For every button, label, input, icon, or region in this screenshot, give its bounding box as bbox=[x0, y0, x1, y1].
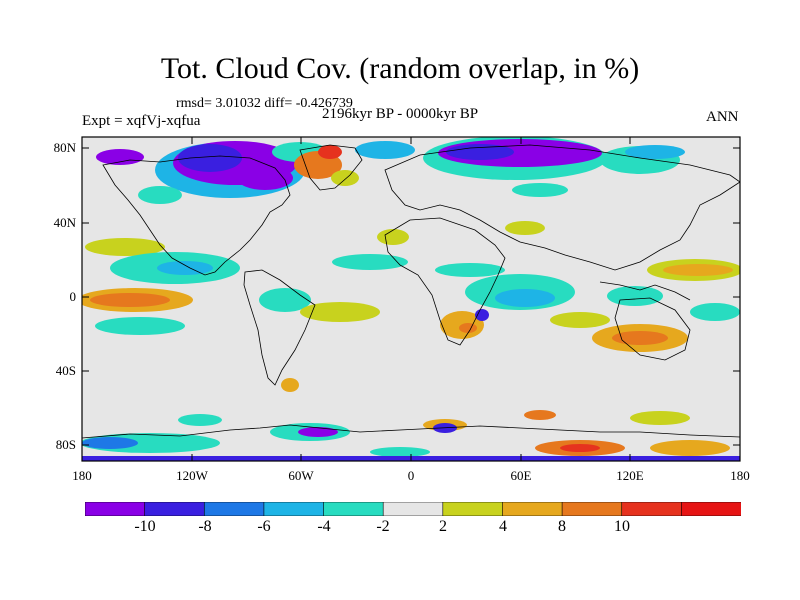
anomaly-patch bbox=[370, 447, 430, 457]
colorbar-swatch bbox=[203, 502, 265, 516]
colorbar-label: -2 bbox=[376, 518, 390, 535]
anomaly-patch bbox=[690, 303, 740, 321]
colorbar-swatch bbox=[263, 502, 325, 516]
anomaly-patch bbox=[331, 170, 359, 186]
colorbar-label: -8 bbox=[198, 518, 212, 535]
anomaly-patch bbox=[95, 317, 185, 335]
anomaly-patch bbox=[178, 414, 222, 426]
anomaly-patch bbox=[281, 378, 299, 392]
anomaly-patch bbox=[625, 145, 685, 159]
anomaly-patch bbox=[157, 261, 213, 275]
colorbar-label: -4 bbox=[317, 518, 331, 535]
colorbar-swatch bbox=[681, 502, 741, 516]
anomaly-patch bbox=[475, 309, 489, 321]
coastlines bbox=[82, 144, 740, 439]
colorbar-label: -10 bbox=[134, 518, 156, 535]
antarctica-coast bbox=[82, 424, 740, 439]
anomaly-patch bbox=[332, 254, 408, 270]
eurasia-coast bbox=[384, 144, 740, 271]
lat-label-0: 0 bbox=[69, 289, 77, 304]
anomaly-patch bbox=[355, 141, 415, 159]
colorbar-label: 10 bbox=[614, 518, 630, 535]
colorbar-swatch bbox=[621, 502, 683, 516]
anomaly-patch bbox=[237, 166, 293, 190]
anomaly-patch bbox=[630, 411, 690, 425]
anomaly-patch bbox=[505, 221, 545, 235]
lat-label-80n: 80N bbox=[53, 140, 76, 155]
africa-coast bbox=[384, 217, 506, 346]
lon-label-180w: 180 bbox=[72, 468, 92, 483]
anomaly-patch bbox=[298, 427, 338, 437]
anomaly-patch bbox=[459, 323, 477, 333]
anomaly-patch bbox=[663, 264, 733, 276]
map-title: Tot. Cloud Cov. (random overlap, in %) bbox=[160, 52, 640, 85]
anomaly-patch bbox=[85, 238, 165, 256]
south-america-coast bbox=[243, 269, 316, 386]
lon-label-60w: 60W bbox=[288, 468, 314, 483]
anomaly-patch bbox=[446, 144, 514, 160]
lon-label-120w: 120W bbox=[176, 468, 208, 483]
anomaly-patch bbox=[495, 289, 555, 307]
anomaly-patch bbox=[96, 149, 144, 165]
lat-label-40n: 40N bbox=[53, 215, 76, 230]
colorbar bbox=[85, 502, 741, 516]
axis-ticks bbox=[81, 137, 741, 461]
colorbar-swatch bbox=[85, 502, 146, 516]
rmsd-diff-stats: rmsd= 3.01032 diff= -0.426739 bbox=[176, 96, 353, 111]
colorbar-swatch bbox=[323, 502, 384, 516]
lon-label-60e: 60E bbox=[510, 468, 532, 483]
colorbar-label: -6 bbox=[257, 518, 271, 535]
colorbar-label: 8 bbox=[558, 518, 566, 535]
anomaly-patch bbox=[318, 145, 342, 159]
colorbar-swatch bbox=[442, 502, 504, 516]
colorbar-label: 4 bbox=[499, 518, 507, 535]
anomaly-patch bbox=[138, 186, 182, 204]
anomaly-patch bbox=[650, 440, 730, 456]
anomaly-patch bbox=[377, 229, 409, 245]
anomaly-patch bbox=[607, 286, 663, 306]
season-label: ANN bbox=[706, 109, 739, 125]
greenland-coast bbox=[299, 144, 363, 191]
anomaly-patch bbox=[550, 312, 610, 328]
anomaly-patch bbox=[82, 437, 138, 449]
colorbar-swatch bbox=[382, 502, 444, 516]
colorbar-swatch bbox=[502, 502, 563, 516]
anomaly-patch bbox=[524, 410, 556, 420]
anomaly-patch bbox=[178, 144, 242, 172]
anomaly-patch bbox=[612, 331, 668, 345]
lon-label-180e: 180 bbox=[730, 468, 750, 483]
north-america-coast bbox=[102, 155, 291, 276]
anomaly-patch bbox=[435, 263, 505, 277]
colorbar-swatch bbox=[561, 502, 623, 516]
experiment-label: Expt = xqfVj-xqfua bbox=[82, 113, 201, 129]
australia-coast bbox=[614, 297, 691, 361]
time-period-label: 2196kyr BP - 0000kyr BP bbox=[322, 106, 479, 122]
anomaly-patch bbox=[259, 288, 311, 312]
indonesia-coast bbox=[599, 281, 691, 301]
colorbar-swatch bbox=[144, 502, 206, 516]
lat-label-40s: 40S bbox=[55, 363, 76, 378]
lon-label-120e: 120E bbox=[616, 468, 644, 483]
lon-label-0: 0 bbox=[407, 468, 415, 483]
anomaly-patch bbox=[90, 293, 170, 307]
anomaly-patch bbox=[300, 302, 380, 322]
anomaly-patch bbox=[560, 444, 600, 452]
lat-label-80s: 80S bbox=[55, 437, 76, 452]
colorbar-label: 2 bbox=[439, 518, 447, 535]
anomaly-patch bbox=[512, 183, 568, 197]
